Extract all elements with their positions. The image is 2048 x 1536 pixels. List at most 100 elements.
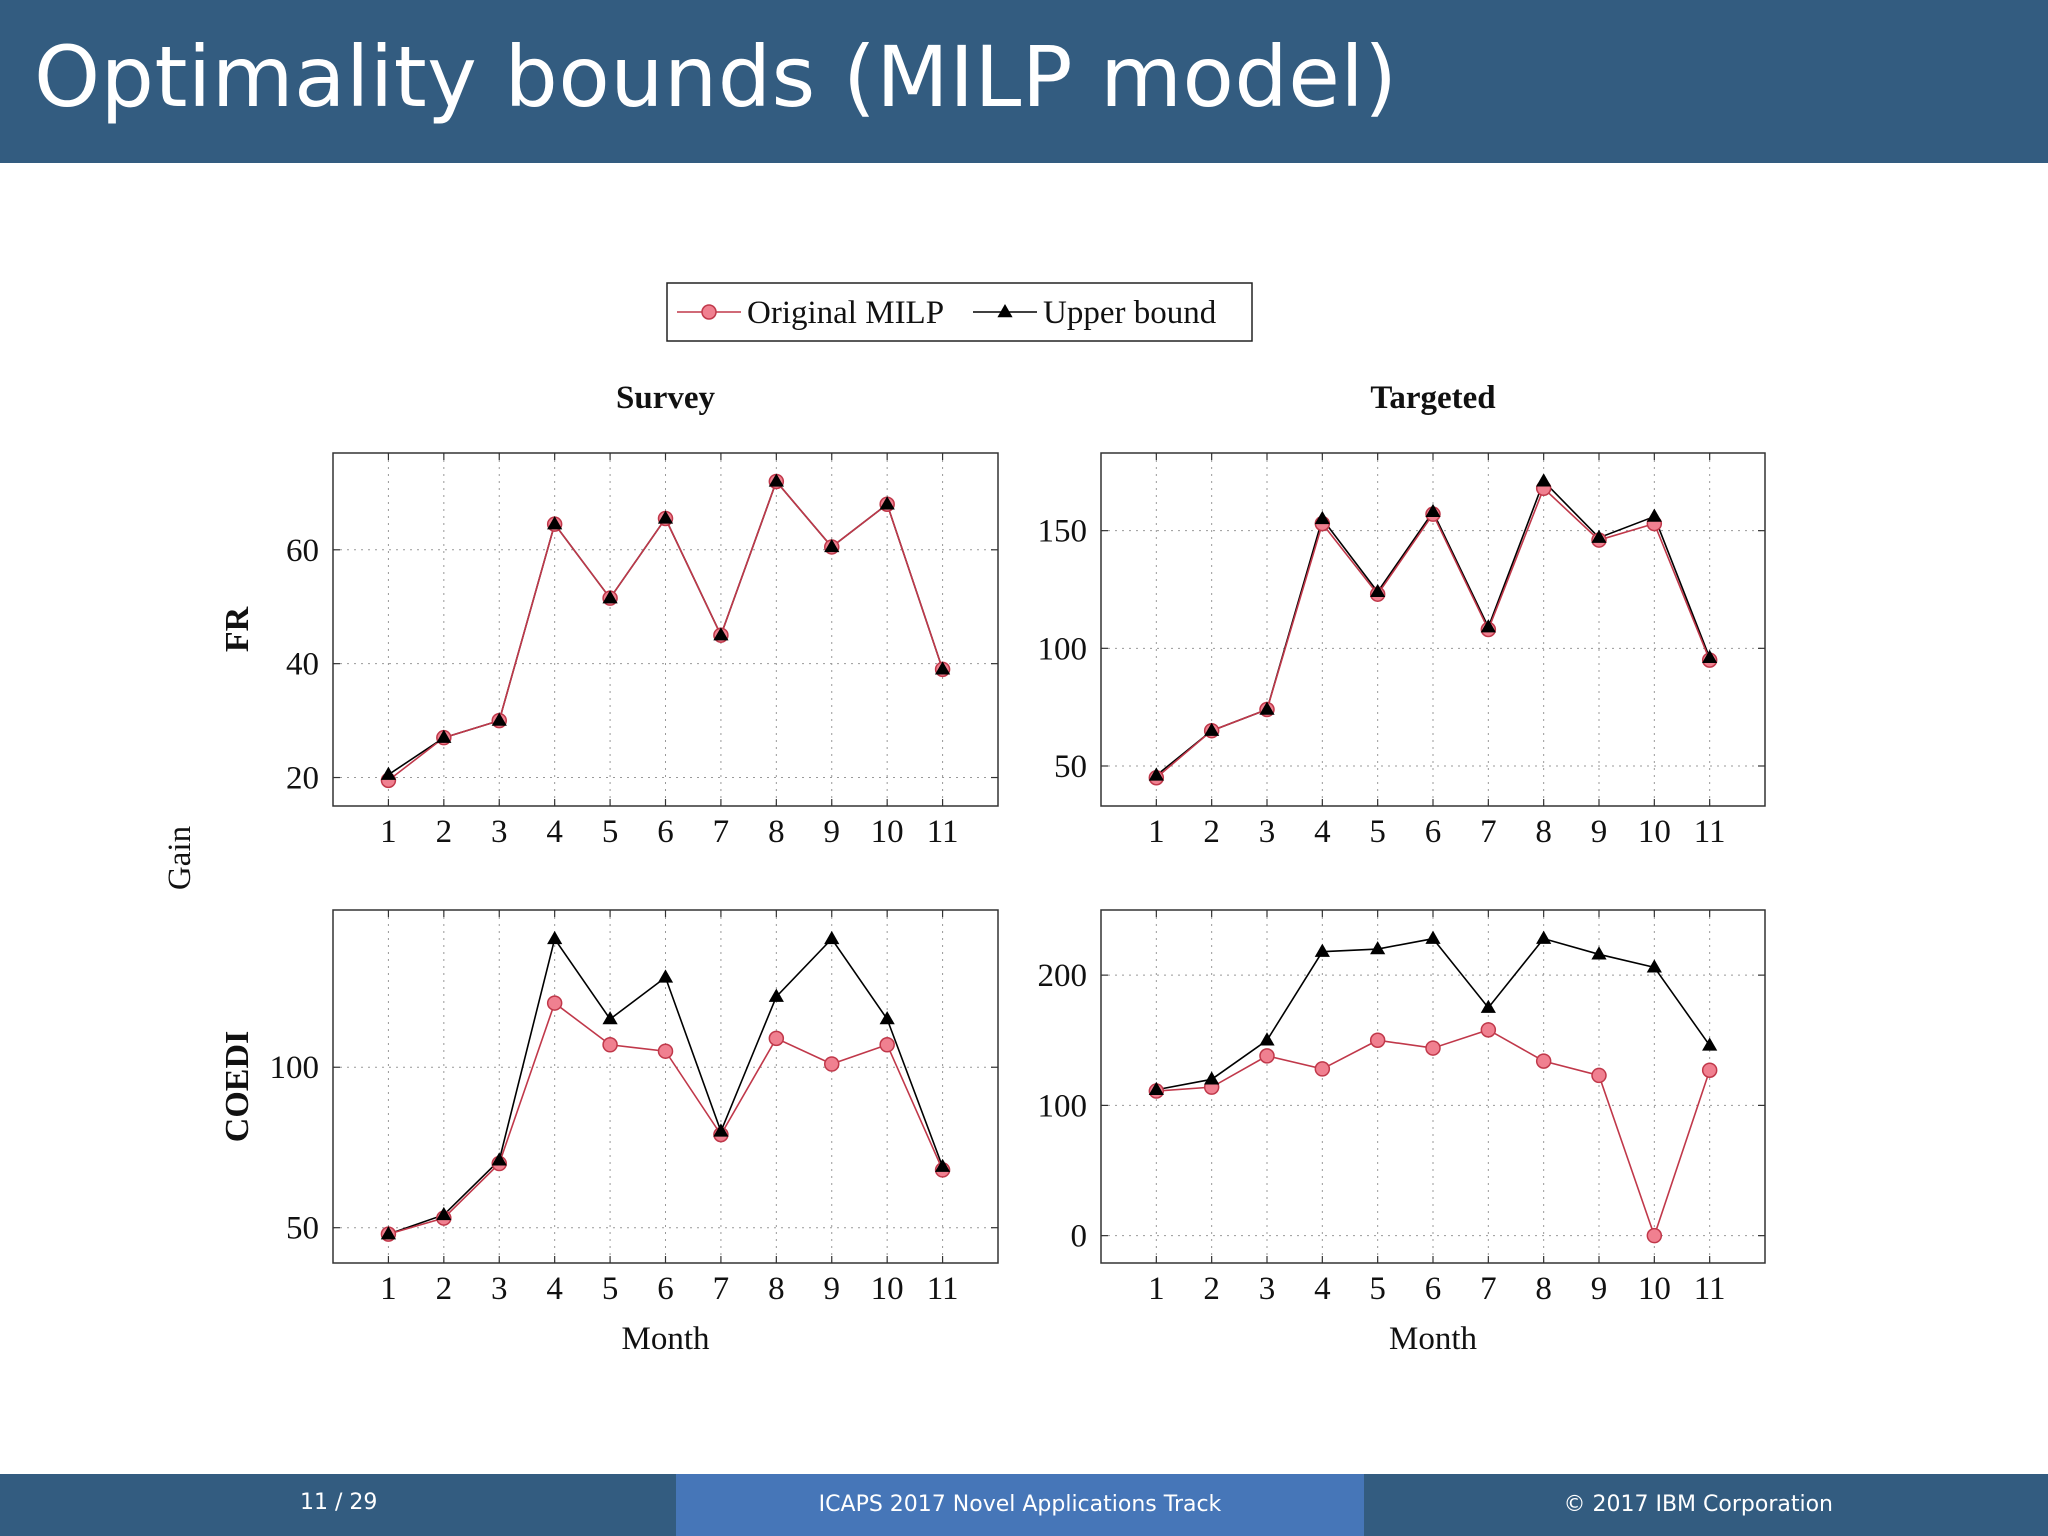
x-tick-label: 11 <box>927 814 959 850</box>
x-tick-label: 6 <box>1425 814 1442 850</box>
data-point-original-milp <box>824 1056 840 1072</box>
x-tick-label: 5 <box>1369 814 1386 850</box>
x-tick-label: 1 <box>380 814 397 850</box>
x-tick-label: 5 <box>1369 1271 1386 1307</box>
slide-header: Optimality bounds (MILP model) <box>0 0 2048 163</box>
data-point-original-milp <box>1535 1053 1552 1069</box>
x-axis-label: Month <box>1389 1321 1478 1357</box>
x-tick-label: 4 <box>1314 814 1331 850</box>
data-point-upper-bound <box>824 538 840 553</box>
x-tick-label: 1 <box>1148 1271 1165 1307</box>
legend-box <box>666 282 1253 342</box>
legend-marker-original-milp <box>701 304 717 320</box>
x-tick-label: 1 <box>380 1271 397 1307</box>
y-tick-label: 100 <box>1038 1088 1088 1124</box>
data-point-upper-bound <box>436 729 452 743</box>
x-tick-label: 5 <box>602 1271 619 1307</box>
data-point-original-milp <box>768 1030 785 1047</box>
legend-label-original-milp: Original MILP <box>747 295 944 331</box>
x-tick-label: 10 <box>871 1271 904 1307</box>
data-point-upper-bound <box>1148 767 1164 781</box>
data-point-upper-bound <box>491 712 507 726</box>
x-tick-label: 10 <box>1638 814 1671 850</box>
x-tick-label: 6 <box>657 1271 674 1307</box>
y-tick-label: 100 <box>1038 631 1088 667</box>
slide-title: Optimality bounds (MILP model) <box>34 28 1398 126</box>
y-tick-label: 150 <box>1038 514 1088 550</box>
y-axis-label: COEDI <box>219 1031 256 1142</box>
data-point-upper-bound <box>1480 999 1496 1013</box>
data-point-upper-bound <box>934 661 951 675</box>
data-point-upper-bound <box>602 1011 618 1025</box>
x-tick-label: 9 <box>1591 814 1608 850</box>
data-point-upper-bound <box>1370 583 1386 598</box>
x-tick-label: 7 <box>1480 1271 1497 1307</box>
data-point-original-milp <box>657 1043 674 1059</box>
x-tick-label: 5 <box>602 814 619 850</box>
footer-center-block: ICAPS 2017 Novel Applications Track <box>676 1474 1364 1536</box>
data-point-upper-bound <box>1314 510 1330 525</box>
x-tick-label: 10 <box>1638 1271 1671 1307</box>
data-point-upper-bound <box>879 496 895 510</box>
x-tick-label: 3 <box>1259 1271 1276 1307</box>
x-tick-label: 1 <box>1148 814 1165 850</box>
series-line-original-milp <box>387 479 944 782</box>
data-point-upper-bound <box>657 510 674 524</box>
panel-title: Targeted <box>1370 380 1495 416</box>
data-point-upper-bound <box>1148 1081 1164 1095</box>
data-point-upper-bound <box>1646 959 1662 973</box>
data-point-upper-bound <box>1646 508 1662 522</box>
data-point-upper-bound <box>1425 930 1441 944</box>
data-point-original-milp <box>879 1037 895 1053</box>
y-tick-label: 20 <box>286 761 319 797</box>
x-tick-label: 9 <box>824 814 841 850</box>
legend-label-upper-bound: Upper bound <box>1043 295 1217 331</box>
data-point-original-milp <box>602 1037 618 1053</box>
data-point-upper-bound <box>1204 1071 1220 1085</box>
data-point-upper-bound <box>436 1206 452 1221</box>
data-point-original-milp <box>1591 1067 1607 1084</box>
panel-title: Survey <box>616 380 716 416</box>
data-point-original-milp <box>1425 1040 1441 1056</box>
data-point-upper-bound <box>1259 701 1275 715</box>
data-point-upper-bound <box>1591 529 1607 543</box>
x-tick-label: 6 <box>657 814 674 850</box>
data-point-upper-bound <box>768 988 784 1002</box>
x-tick-label: 3 <box>491 814 508 850</box>
x-tick-label: 2 <box>436 1271 453 1307</box>
x-tick-label: 2 <box>436 814 453 850</box>
data-point-upper-bound <box>1480 619 1496 633</box>
y-tick-label: 200 <box>1038 958 1088 994</box>
x-tick-label: 8 <box>768 1271 785 1307</box>
x-tick-label: 11 <box>927 1271 959 1307</box>
data-point-upper-bound <box>768 473 784 487</box>
copyright-text: © 2017 IBM Corporation <box>1563 1492 1834 1517</box>
data-point-upper-bound <box>1204 722 1220 736</box>
x-tick-label: 10 <box>871 814 904 850</box>
data-point-upper-bound <box>380 1226 397 1240</box>
x-tick-label: 9 <box>824 1271 841 1307</box>
data-point-upper-bound <box>547 930 563 945</box>
data-point-upper-bound <box>1702 1037 1718 1051</box>
y-tick-label: 100 <box>270 1050 320 1086</box>
data-point-upper-bound <box>1425 503 1441 518</box>
data-point-upper-bound <box>934 1158 951 1172</box>
data-point-upper-bound <box>713 1123 729 1137</box>
data-point-upper-bound <box>824 930 840 945</box>
data-point-upper-bound <box>713 627 729 641</box>
x-tick-label: 8 <box>1535 1271 1552 1307</box>
y-tick-label: 50 <box>286 1211 319 1247</box>
x-tick-label: 8 <box>1535 814 1552 850</box>
page-number: 11 / 29 <box>300 1490 378 1515</box>
x-tick-label: 2 <box>1203 814 1220 850</box>
x-tick-label: 4 <box>546 1271 563 1307</box>
x-tick-label: 2 <box>1203 1271 1220 1307</box>
x-tick-label: 7 <box>713 1271 730 1307</box>
data-point-original-milp <box>1701 1062 1718 1078</box>
x-tick-label: 3 <box>491 1271 508 1307</box>
x-tick-label: 7 <box>713 814 730 850</box>
y-tick-label: 50 <box>1054 749 1087 785</box>
x-axis-label: Month <box>621 1321 710 1357</box>
data-point-upper-bound <box>602 590 618 604</box>
